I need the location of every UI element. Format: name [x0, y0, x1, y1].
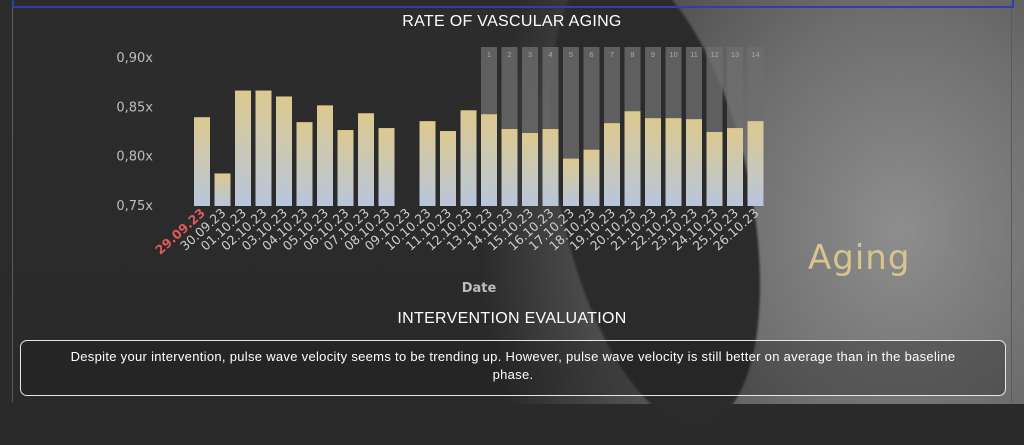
bar	[214, 173, 231, 206]
chart-title: RATE OF VASCULAR AGING	[402, 13, 622, 30]
intervention-day-label: 12	[710, 50, 718, 59]
panel-frame	[12, 4, 1012, 402]
intervention-day-label: 13	[731, 50, 739, 59]
bar	[645, 118, 661, 206]
intervention-day-label: 5	[569, 50, 573, 59]
intervention-day-label: 8	[630, 50, 634, 59]
intervention-day-label: 1	[487, 50, 491, 59]
bar	[296, 122, 313, 206]
intervention-day-label: 2	[507, 50, 511, 59]
intervention-day-label: 6	[589, 50, 593, 59]
bar	[706, 132, 723, 206]
bar	[378, 128, 395, 206]
bar	[460, 110, 477, 206]
bar	[727, 128, 743, 206]
intervention-day-label: 9	[651, 50, 655, 59]
bar	[440, 131, 456, 206]
intervention-evaluation-title: INTERVENTION EVALUATION	[397, 310, 627, 327]
bar	[522, 132, 538, 206]
bar	[194, 117, 210, 206]
bar	[665, 118, 682, 206]
bar	[358, 113, 374, 206]
intervention-day-label: 11	[690, 50, 698, 59]
x-axis-label: Date	[462, 281, 497, 296]
evaluation-text: Despite your intervention, pulse wave ve…	[70, 349, 956, 382]
bar	[686, 119, 702, 206]
y-tick-label: 0,75x	[116, 199, 153, 214]
bar	[419, 121, 436, 206]
bar	[337, 130, 354, 206]
bar	[276, 96, 292, 206]
bar	[235, 90, 251, 206]
intervention-day-label: 7	[610, 50, 614, 59]
intervention-day-label: 4	[548, 50, 552, 59]
bar	[317, 105, 333, 206]
panel-top-border	[12, 0, 1014, 8]
bar	[563, 158, 579, 206]
y-tick-label: 0,90x	[116, 51, 153, 66]
bar	[624, 111, 641, 206]
y-tick-label: 0,85x	[116, 100, 153, 115]
bar	[481, 114, 497, 206]
bar	[583, 149, 600, 206]
bar	[604, 123, 620, 206]
bar	[747, 121, 764, 206]
y-tick-label: 0,80x	[116, 150, 153, 165]
intervention-day-label: 3	[528, 50, 532, 59]
intervention-day-label: 14	[751, 50, 759, 59]
bar	[542, 129, 559, 206]
aging-label: Aging	[808, 238, 911, 278]
vascular-aging-bar-chart: 1 2 3 4 5 6 7 8 9 10 11 12 13 140,75x0,80x0,85x0,90x2…	[116, 47, 764, 296]
intervention-day-label: 10	[669, 50, 677, 59]
evaluation-message-box: Despite your intervention, pulse wave ve…	[20, 340, 1006, 396]
bar	[255, 90, 272, 206]
bar	[501, 129, 518, 206]
